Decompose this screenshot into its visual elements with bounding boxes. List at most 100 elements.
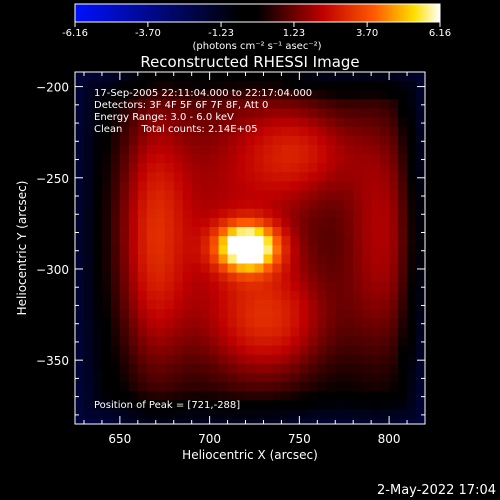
heatmap-cell bbox=[137, 108, 148, 119]
heatmap-cell bbox=[290, 309, 300, 319]
heatmap-cell bbox=[119, 99, 130, 110]
heatmap-cell bbox=[191, 372, 202, 383]
heatmap-cell bbox=[173, 327, 184, 338]
heatmap-cell bbox=[164, 345, 175, 356]
heatmap-cell bbox=[110, 345, 121, 356]
heatmap-cell bbox=[173, 108, 184, 119]
heatmap-cell bbox=[245, 144, 256, 155]
heatmap-cell bbox=[254, 409, 265, 420]
heatmap-cell bbox=[137, 208, 148, 219]
heatmap-cell bbox=[299, 72, 309, 82]
heatmap-cell bbox=[146, 108, 157, 119]
heatmap-cell bbox=[164, 254, 175, 265]
heatmap-cell bbox=[407, 400, 417, 411]
heatmap-cell bbox=[380, 217, 390, 228]
heatmap-cell bbox=[119, 309, 130, 319]
heatmap-cell bbox=[263, 163, 274, 173]
heatmap-cell bbox=[362, 336, 372, 347]
heatmap-cell bbox=[272, 400, 283, 411]
heatmap-cell bbox=[236, 318, 247, 328]
heatmap-cell bbox=[344, 117, 354, 128]
heatmap-cell bbox=[308, 199, 318, 210]
heatmap-cell bbox=[281, 117, 291, 128]
heatmap-cell bbox=[164, 154, 175, 164]
heatmap-cell bbox=[83, 90, 94, 100]
heatmap-cell bbox=[128, 126, 139, 137]
heatmap-cell bbox=[182, 254, 193, 265]
heatmap-cell bbox=[263, 382, 274, 392]
heatmap-cell bbox=[227, 236, 238, 246]
heatmap-cell bbox=[245, 163, 256, 173]
heatmap-cell bbox=[119, 418, 130, 424]
heatmap-cell bbox=[317, 144, 327, 155]
heatmap-cell bbox=[362, 227, 372, 237]
heatmap-cell bbox=[317, 327, 327, 338]
heatmap-cell bbox=[326, 190, 336, 201]
x-tick-label: 750 bbox=[288, 432, 311, 446]
heatmap-cell bbox=[75, 172, 85, 183]
heatmap-cell bbox=[380, 409, 390, 420]
heatmap-cell bbox=[389, 208, 399, 219]
heatmap-cell bbox=[146, 281, 157, 292]
heatmap-cell bbox=[380, 272, 390, 283]
heatmap-cell bbox=[380, 318, 390, 328]
heatmap-cell bbox=[209, 190, 220, 201]
heatmap-cell bbox=[236, 117, 247, 128]
heatmap-cell bbox=[254, 299, 265, 310]
heatmap-cell bbox=[128, 199, 139, 210]
heatmap-cell bbox=[92, 290, 103, 301]
heatmap-cell bbox=[416, 400, 425, 411]
heatmap-cell bbox=[308, 372, 318, 383]
heatmap-cell bbox=[281, 144, 291, 155]
heatmap-cell bbox=[263, 227, 274, 237]
heatmap-cell bbox=[371, 172, 381, 183]
heatmap-cell bbox=[254, 245, 265, 255]
heatmap-cell bbox=[200, 90, 211, 100]
heatmap-cell bbox=[245, 281, 256, 292]
annotation-peak-position: Position of Peak = [721,-288] bbox=[94, 400, 240, 411]
heatmap-cell bbox=[245, 354, 256, 365]
heatmap-cell bbox=[281, 391, 291, 401]
heatmap-cell bbox=[371, 99, 381, 110]
heatmap-cell bbox=[236, 254, 247, 265]
heatmap-cell bbox=[191, 163, 202, 173]
heatmap-cell bbox=[218, 409, 229, 420]
heatmap-cell bbox=[164, 400, 175, 411]
heatmap-cell bbox=[299, 363, 309, 374]
heatmap-cell bbox=[209, 208, 220, 219]
heatmap-cell bbox=[317, 400, 327, 411]
heatmap-cell bbox=[353, 327, 363, 338]
heatmap-cell bbox=[191, 263, 202, 274]
heatmap-cell bbox=[371, 363, 381, 374]
heatmap-cell bbox=[290, 363, 300, 374]
heatmap-cell bbox=[191, 309, 202, 319]
heatmap-cell bbox=[326, 154, 336, 164]
heatmap-cell bbox=[344, 372, 354, 383]
heatmap-cell bbox=[119, 181, 130, 192]
heatmap-cell bbox=[137, 236, 148, 246]
heatmap-cell bbox=[101, 345, 112, 356]
heatmap-cell bbox=[182, 290, 193, 301]
heatmap-cell bbox=[137, 318, 148, 328]
heatmap-cell bbox=[272, 345, 283, 356]
heatmap-cell bbox=[362, 272, 372, 283]
heatmap-cell bbox=[75, 309, 85, 319]
heatmap-cell bbox=[353, 400, 363, 411]
heatmap-cell bbox=[353, 208, 363, 219]
heatmap-cell bbox=[344, 345, 354, 356]
heatmap-cell bbox=[146, 81, 157, 91]
heatmap-cell bbox=[128, 290, 139, 301]
heatmap-cell bbox=[254, 163, 265, 173]
heatmap-cell bbox=[101, 372, 112, 383]
heatmap-cell bbox=[227, 227, 238, 237]
heatmap-cell bbox=[191, 126, 202, 137]
heatmap-cell bbox=[83, 281, 94, 292]
heatmap-cell bbox=[398, 227, 408, 237]
heatmap-cell bbox=[164, 281, 175, 292]
heatmap-cell bbox=[308, 391, 318, 401]
heatmap-cell bbox=[290, 409, 300, 420]
heatmap-cell bbox=[371, 318, 381, 328]
heatmap-cell bbox=[236, 281, 247, 292]
heatmap-cell bbox=[75, 400, 85, 411]
heatmap-cell bbox=[263, 208, 274, 219]
